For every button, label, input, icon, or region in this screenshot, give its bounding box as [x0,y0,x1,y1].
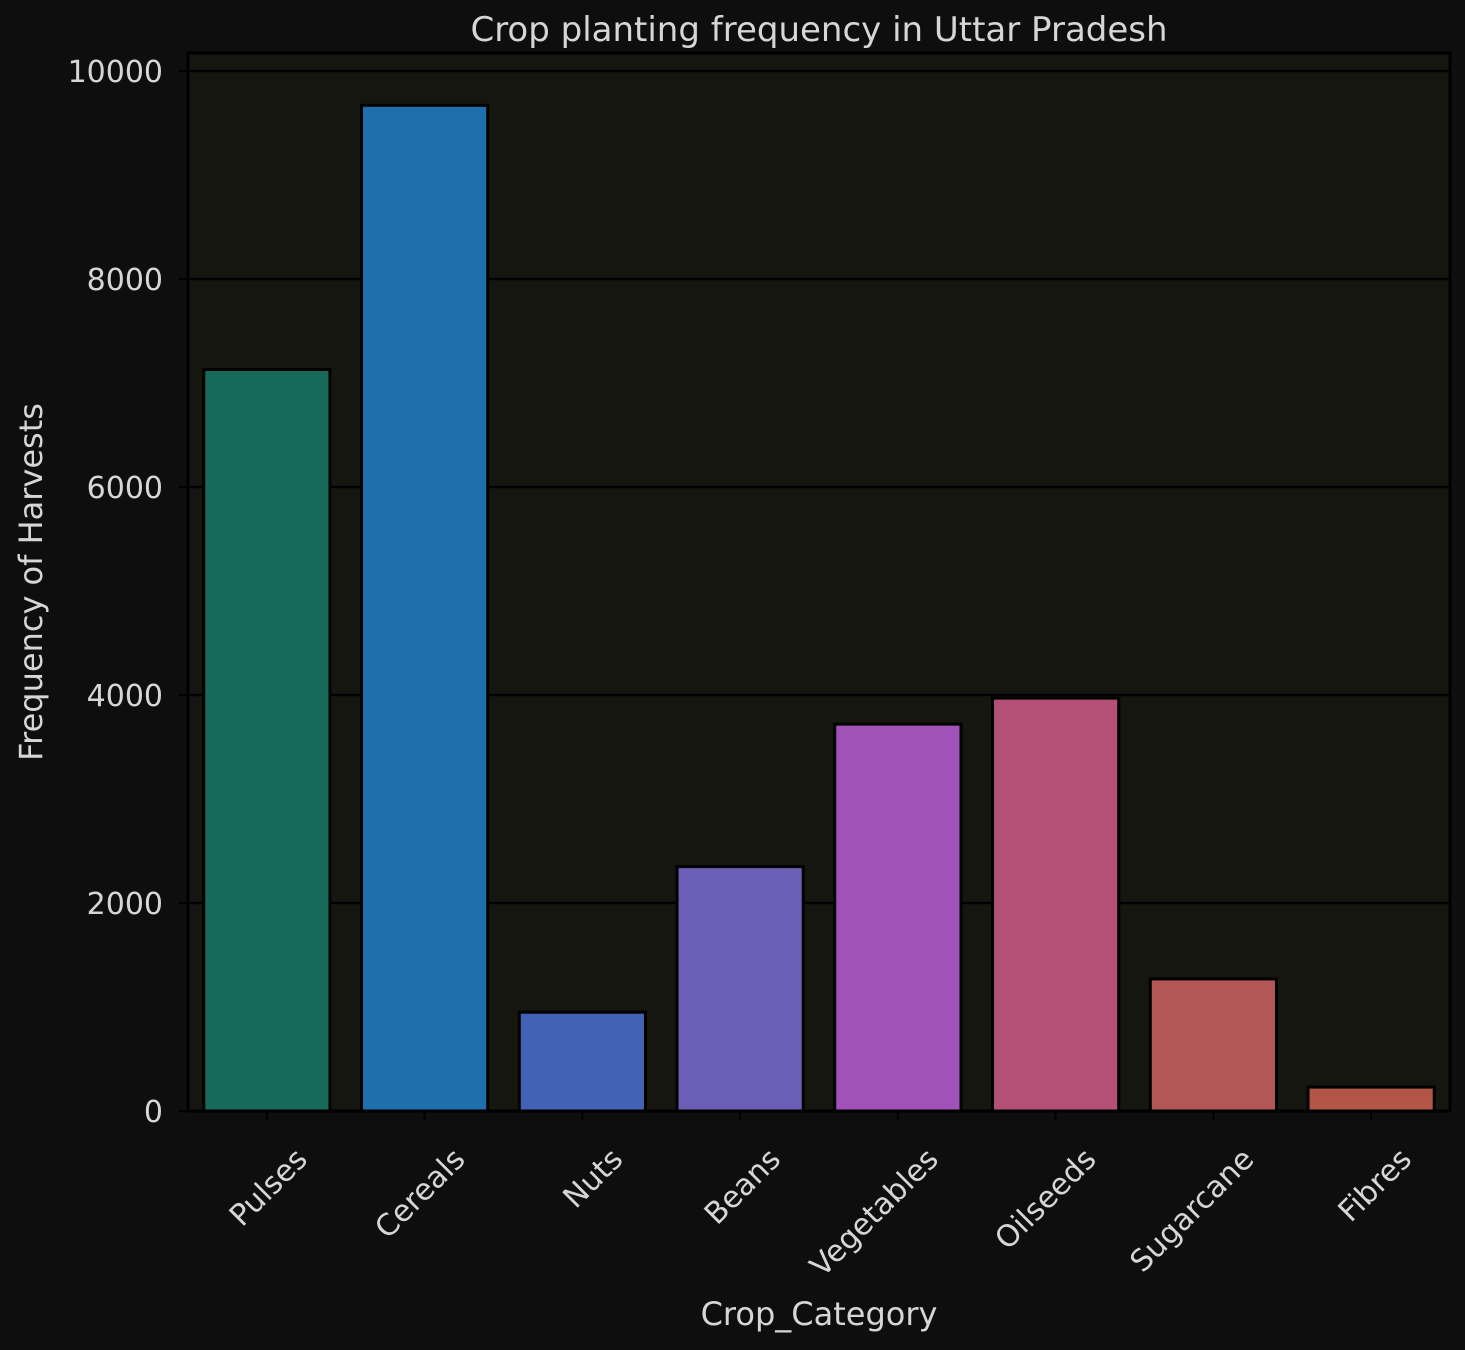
bar-vegetables [833,722,963,1113]
y-tick-label: 8000 [87,263,163,298]
y-tick-label: 0 [144,1095,163,1130]
y-tick-label: 10000 [68,55,163,90]
y-tick-label: 4000 [87,679,163,714]
bars [202,103,1436,1113]
bar-oilseeds [991,696,1121,1113]
bar-beans [675,865,805,1113]
plot-frame [186,51,1452,1113]
x-axis-label: Crop_Category [701,1295,938,1333]
bar-sugarcane [1148,977,1278,1113]
y-tick-label: 2000 [87,887,163,922]
y-axis-ticks: 0 2000 4000 6000 8000 10000 [68,55,188,1130]
bar-cereals [360,103,490,1113]
bar-nuts [517,1010,647,1113]
bar-pulses [202,367,332,1113]
y-axis-label: Frequency of Harvests [12,403,50,761]
chart-title: Crop planting frequency in Uttar Pradesh [470,10,1167,50]
y-tick-label: 6000 [87,471,163,506]
bar-fibres [1306,1085,1436,1113]
